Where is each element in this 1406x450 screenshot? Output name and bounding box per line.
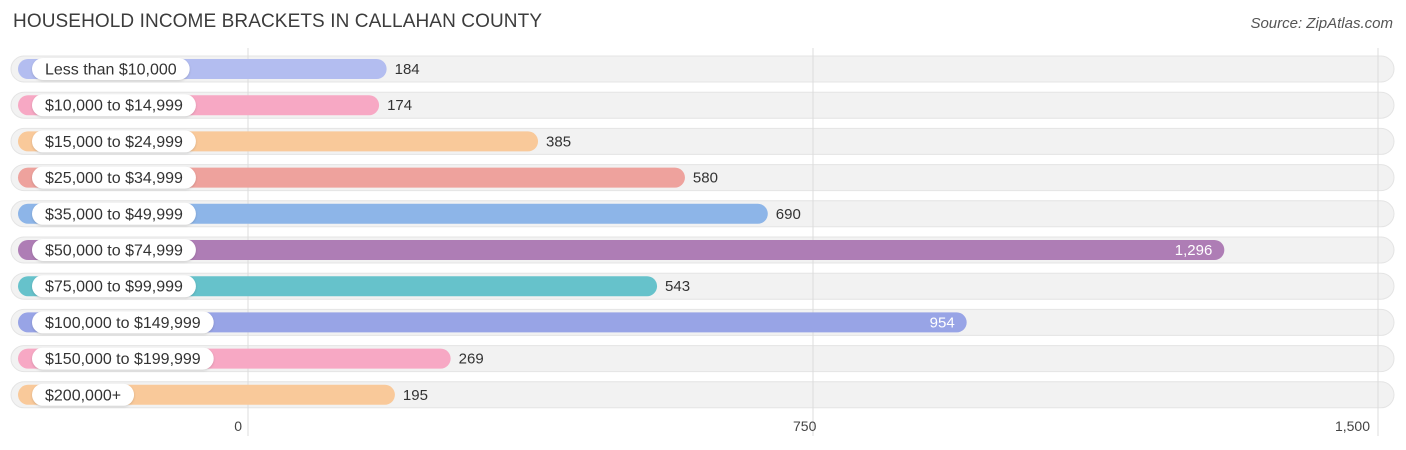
tick-label: 750 [793, 418, 817, 434]
bar [18, 312, 967, 333]
tick-label: 1,500 [1335, 418, 1370, 434]
value-label: 184 [395, 61, 420, 78]
bar [18, 203, 768, 224]
value-label: 954 [930, 314, 955, 331]
tick-label: 0 [234, 418, 242, 434]
value-label: 690 [776, 206, 801, 223]
category-label: $15,000 to $24,999 [45, 134, 183, 151]
value-label: 543 [665, 278, 690, 295]
category-label: $10,000 to $14,999 [45, 98, 183, 115]
category-label-pill [32, 202, 196, 225]
category-label: $25,000 to $34,999 [45, 170, 183, 187]
category-label: $100,000 to $149,999 [45, 315, 201, 332]
category-label-pill [32, 130, 196, 153]
category-label: $75,000 to $99,999 [45, 279, 183, 296]
value-label: 580 [693, 170, 718, 187]
chart-title: HOUSEHOLD INCOME BRACKETS IN CALLAHAN CO… [13, 11, 543, 32]
category-label-pill [32, 94, 196, 117]
category-label: $35,000 to $49,999 [45, 206, 183, 223]
category-label-pill [32, 347, 214, 370]
category-label-pill [32, 58, 190, 80]
value-label: 174 [387, 97, 412, 114]
value-label: 269 [459, 351, 484, 368]
category-label-pill [32, 239, 196, 261]
value-label: 1,296 [1175, 242, 1213, 259]
bar [18, 240, 1225, 260]
category-label: $50,000 to $74,999 [45, 243, 183, 260]
category-label: Less than $10,000 [45, 62, 177, 79]
value-label: 385 [546, 133, 571, 150]
source-note: Source: ZipAtlas.com [1250, 15, 1393, 32]
value-label: 195 [403, 387, 428, 404]
category-label: $150,000 to $199,999 [45, 351, 201, 368]
category-label-pill [32, 275, 196, 298]
category-label-pill [32, 166, 196, 189]
category-label-pill [32, 311, 214, 334]
category-label: $200,000+ [45, 387, 121, 404]
category-label-pill [32, 383, 135, 406]
